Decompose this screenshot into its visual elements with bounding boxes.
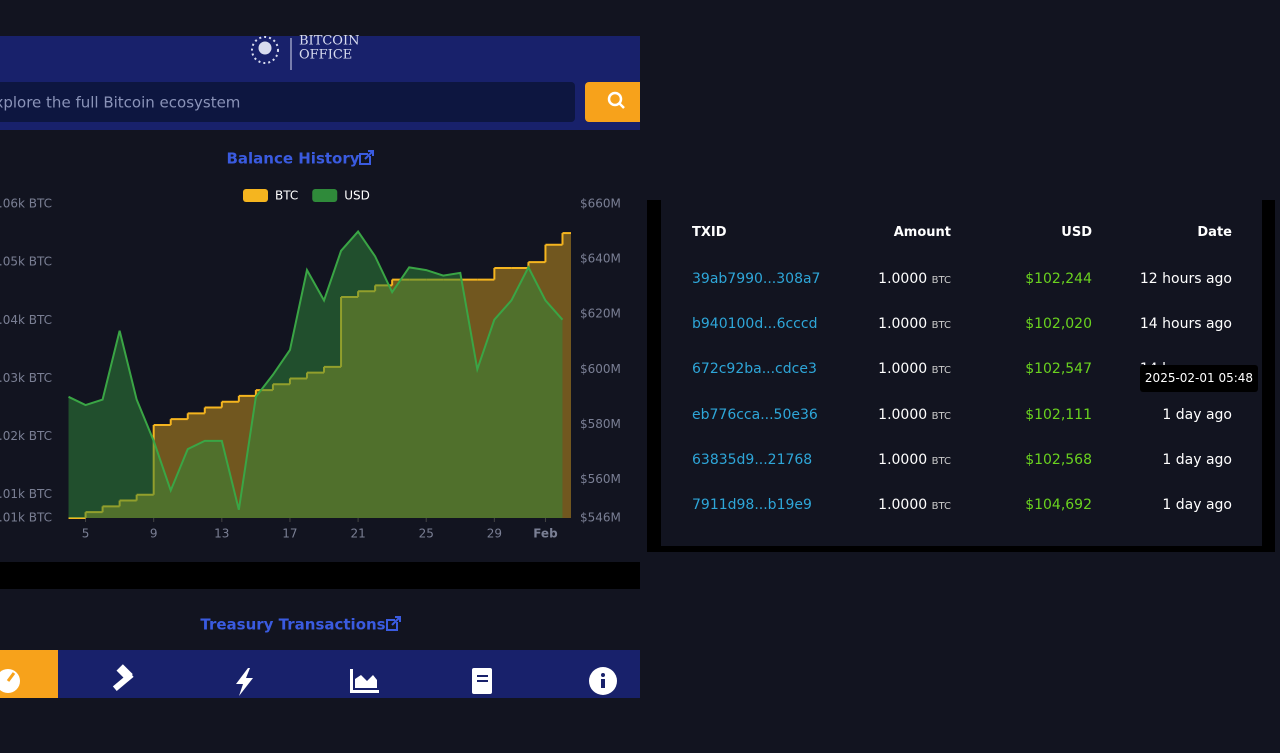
x-tick-label: Feb <box>533 527 558 541</box>
search-icon <box>607 91 625 109</box>
txid[interactable]: 7911d98...b19e9 <box>692 497 812 513</box>
nav-icon-mining[interactable] <box>112 664 134 692</box>
search-box[interactable] <box>0 82 575 122</box>
transactions-table: TXID Amount USD Date 39ab7990...308a7 1.0000 … <box>661 200 1262 546</box>
date: 1 day ago <box>1162 497 1232 513</box>
left-panel: BITCOIN OFFICE Explore the full Bitcoin … <box>0 34 640 698</box>
y2-tick-label: $600M <box>580 362 621 376</box>
legend-swatch <box>243 189 268 202</box>
column-header: Amount <box>893 225 951 240</box>
y2-tick-label: $660M <box>580 197 621 211</box>
legend-label: USD <box>344 189 370 203</box>
column-header: Date <box>1197 225 1232 240</box>
x-tick-label: 13 <box>214 527 229 541</box>
column-header: USD <box>1061 225 1092 240</box>
y-tick-label: 6.01k BTC <box>0 487 52 501</box>
chart: BTC USD 6.06k BTC 6.05k BTC 6.04k BTC 6.03k B… <box>0 189 621 541</box>
nav-icon-dashboard[interactable] <box>0 669 20 693</box>
x-tick-label: 25 <box>419 527 434 541</box>
date: 14 hours ago <box>1139 316 1232 333</box>
logo-text: OFFICE <box>299 48 352 63</box>
unit: BTC <box>931 320 951 332</box>
x-tick-label: 29 <box>487 527 502 541</box>
x-tick-label: 21 <box>350 527 365 541</box>
amount: 1.0000 <box>878 406 928 423</box>
search-button[interactable] <box>585 82 640 122</box>
txid[interactable]: eb776cca...50e36 <box>692 406 818 423</box>
y2-tick-label: $546M <box>580 511 621 525</box>
amount: 1.0000 <box>878 497 928 513</box>
unit: BTC <box>931 275 951 286</box>
y2-tick-label: $580M <box>580 417 621 431</box>
amt: 1.0000 BTC <box>878 496 951 516</box>
usd-area <box>68 231 563 518</box>
y-tick-label: 6.06k BTC <box>0 197 52 211</box>
logo-text: BITCOIN <box>299 34 359 49</box>
amt: 1.0000 BTC <box>878 270 951 290</box>
amt: 1.0000 BTC <box>878 451 951 471</box>
txid[interactable]: b940100d...6cccd <box>692 316 818 333</box>
unit: BTC <box>931 365 951 377</box>
legend-label: BTC <box>275 189 298 203</box>
nav-icon-book[interactable] <box>472 668 492 694</box>
unit: BTC <box>931 501 951 512</box>
section-title[interactable]: Treasury Transactions <box>200 616 385 634</box>
usd: $102,244 <box>1025 271 1092 287</box>
amount: 1.0000 <box>878 271 928 287</box>
x-tick-label: 17 <box>282 527 297 541</box>
unit: BTC <box>931 455 951 467</box>
usd: $102,568 <box>1025 451 1092 468</box>
search-placeholder: Explore the full Bitcoin ecosystem <box>0 94 240 112</box>
y2-tick-label: $640M <box>580 252 621 266</box>
usd: $102,020 <box>1025 316 1092 333</box>
nav-bar <box>0 650 640 698</box>
y2-tick-label: $620M <box>580 307 621 321</box>
usd: $104,692 <box>1025 497 1092 513</box>
x-tick-label: 9 <box>150 527 158 541</box>
column-header: TXID <box>692 225 727 240</box>
y-tick-label: 6.04k BTC <box>0 313 52 327</box>
y2-tick-label: $560M <box>580 472 621 486</box>
unit: BTC <box>931 410 951 422</box>
nav-icon-lightning[interactable] <box>236 668 253 696</box>
txid[interactable]: 63835d9...21768 <box>692 451 813 468</box>
amt: 1.0000 BTC <box>878 360 951 380</box>
external-link-icon[interactable] <box>386 616 401 631</box>
legend-swatch <box>312 189 338 202</box>
date: 1 day ago <box>1162 451 1232 468</box>
y-tick-label: 6.03k BTC <box>0 371 52 385</box>
date: 1 day ago <box>1162 406 1232 423</box>
usd-line <box>68 229 564 510</box>
external-link-icon[interactable] <box>359 150 374 165</box>
tooltip: 2025-02-01 05:48 <box>1140 365 1258 392</box>
usd: $102,111 <box>1025 406 1092 423</box>
nav-icon-info[interactable] <box>589 667 617 695</box>
txid[interactable]: 39ab7990...308a7 <box>692 271 821 287</box>
amt: 1.0000 BTC <box>878 315 951 335</box>
amount: 1.0000 <box>878 316 928 333</box>
txid[interactable]: 672c92ba...cdce3 <box>692 361 817 378</box>
amount: 1.0000 <box>878 451 928 468</box>
y-tick-label: 6.01k BTC <box>0 511 52 525</box>
usd: $102,547 <box>1025 361 1092 378</box>
y-tick-label: 6.05k BTC <box>0 255 52 269</box>
date: 12 hours ago <box>1139 271 1232 287</box>
y-tick-label: 6.02k BTC <box>0 429 52 443</box>
logo[interactable] <box>251 36 292 70</box>
chart-title[interactable]: Balance History <box>226 150 359 168</box>
x-tick-label: 5 <box>82 527 90 541</box>
nav-icon-chart[interactable] <box>350 669 379 693</box>
divider-band <box>0 562 640 589</box>
amt: 1.0000 BTC <box>878 406 951 426</box>
amount: 1.0000 <box>878 361 928 378</box>
